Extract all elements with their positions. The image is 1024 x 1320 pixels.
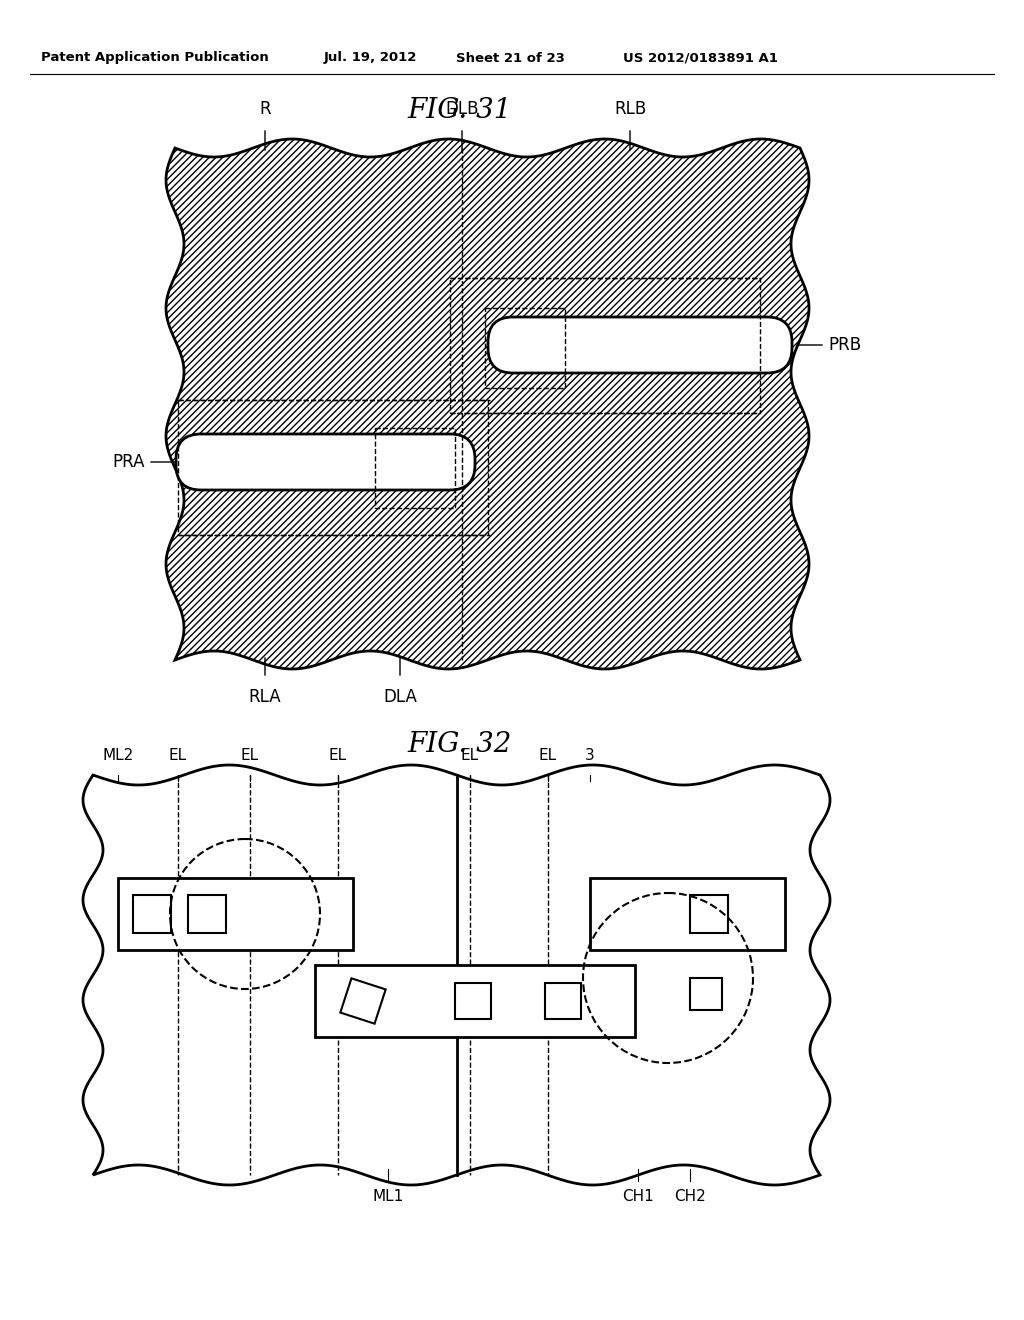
Text: RLB: RLB: [613, 100, 646, 117]
Bar: [690, 895, 728, 933]
Bar: [455, 983, 490, 1019]
Text: RLA: RLA: [249, 688, 282, 706]
Text: FIG. 32: FIG. 32: [408, 731, 512, 759]
Bar: [133, 895, 171, 933]
Bar: [178, 400, 488, 535]
Bar: [590, 878, 785, 950]
Text: US 2012/0183891 A1: US 2012/0183891 A1: [623, 51, 777, 65]
Polygon shape: [83, 766, 830, 1185]
Text: EL: EL: [169, 748, 187, 763]
Text: DLA: DLA: [383, 688, 417, 706]
Bar: [485, 308, 565, 388]
Text: R: R: [259, 100, 270, 117]
Text: 3: 3: [585, 748, 595, 763]
Bar: [690, 978, 722, 1010]
Polygon shape: [340, 978, 386, 1024]
Text: Jul. 19, 2012: Jul. 19, 2012: [324, 51, 417, 65]
Bar: [545, 983, 581, 1019]
Text: EL: EL: [461, 748, 479, 763]
FancyBboxPatch shape: [176, 434, 475, 490]
FancyBboxPatch shape: [488, 317, 792, 374]
Text: Sheet 21 of 23: Sheet 21 of 23: [456, 51, 564, 65]
Text: PRB: PRB: [828, 337, 861, 354]
Text: EL: EL: [539, 748, 557, 763]
Bar: [315, 965, 635, 1038]
Text: ML1: ML1: [373, 1189, 403, 1204]
Text: CH1: CH1: [623, 1189, 654, 1204]
Polygon shape: [166, 139, 809, 669]
Bar: [450, 279, 760, 413]
Text: ML2: ML2: [102, 748, 133, 763]
Text: EL: EL: [329, 748, 347, 763]
Text: DLB: DLB: [445, 100, 479, 117]
Bar: [118, 878, 353, 950]
Text: EL: EL: [241, 748, 259, 763]
Text: PRA: PRA: [113, 453, 145, 471]
Text: CH2: CH2: [674, 1189, 706, 1204]
Text: Patent Application Publication: Patent Application Publication: [41, 51, 269, 65]
Bar: [188, 895, 226, 933]
Text: FIG. 31: FIG. 31: [408, 96, 512, 124]
Bar: [375, 428, 455, 508]
